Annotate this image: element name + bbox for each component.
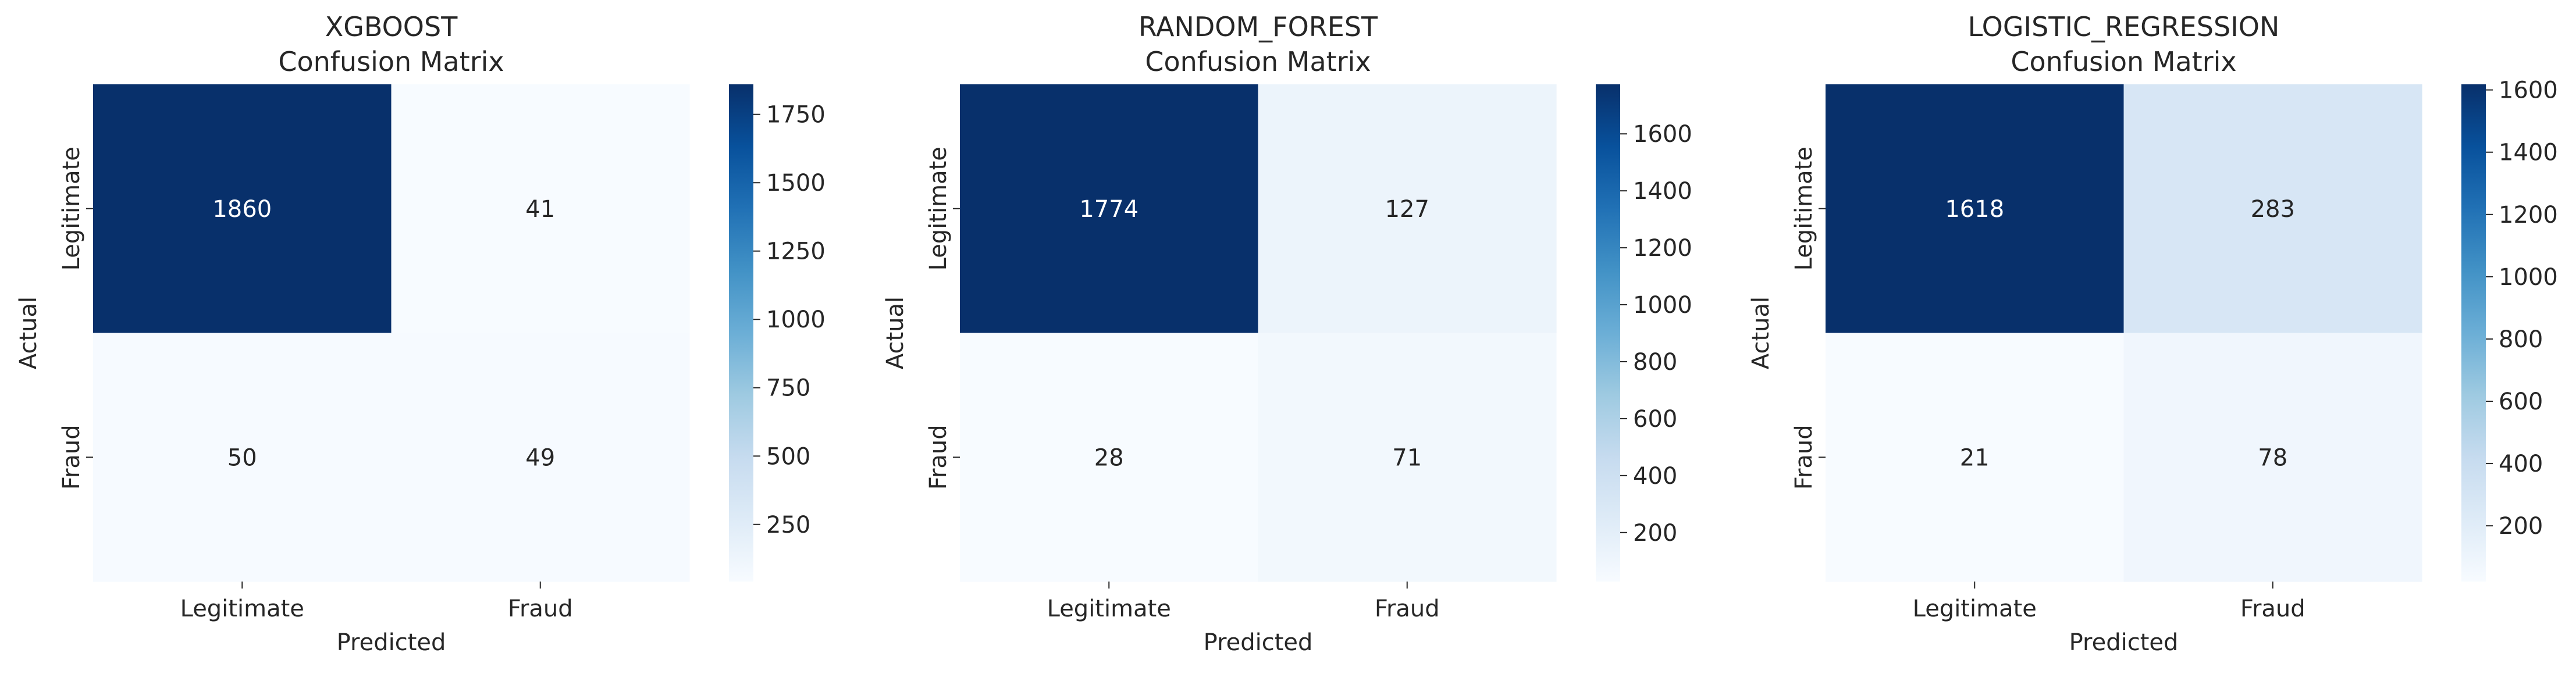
cell-value-label: 41	[525, 196, 555, 223]
confusion-matrix-panel: XGBOOST Confusion Matrix 1860 41 50 49 Legitim…	[15, 11, 826, 656]
colorbar-tick-label: 400	[1633, 463, 1677, 490]
colorbar-tick-label: 1400	[2499, 140, 2558, 166]
x-tick-label: Fraud	[1375, 595, 1440, 622]
colorbar-tick-label: 1200	[1633, 235, 1692, 262]
heatmap-cell	[93, 84, 392, 334]
colorbar-tick-label: 200	[1633, 520, 1677, 547]
y-tick-label: Fraud	[925, 425, 952, 490]
colorbar-tick-label: 600	[1633, 406, 1677, 433]
cell-value-label: 283	[2251, 196, 2295, 223]
colorbar-tick-label: 1000	[766, 306, 826, 333]
cell-value-label: 1618	[1945, 196, 2004, 223]
y-tick-label: Fraud	[58, 425, 85, 490]
y-axis-label: Actual	[882, 297, 909, 369]
heatmap-cell	[2123, 333, 2422, 582]
heatmap-cell	[93, 333, 392, 582]
cell-value-label: 49	[525, 444, 555, 471]
colorbar	[1596, 84, 1620, 582]
cell-value-label: 1774	[1079, 196, 1138, 223]
colorbar-tick-label: 1600	[1633, 121, 1692, 148]
colorbar-tick-label: 200	[2499, 513, 2543, 540]
confusion-matrix-panel: LOGISTIC_REGRESSION Confusion Matrix 1618 2…	[1748, 11, 2558, 656]
heatmap-cell	[960, 84, 1259, 334]
heatmap-cell	[1826, 333, 2125, 582]
heatmap-cell	[2123, 84, 2422, 334]
colorbar-tick-label: 800	[1633, 349, 1677, 376]
x-tick-label: Legitimate	[180, 595, 304, 622]
x-tick-label: Legitimate	[1047, 595, 1171, 622]
x-axis-label: Predicted	[337, 629, 446, 656]
cell-value-label: 21	[1960, 444, 1990, 471]
chart-subtitle: Confusion Matrix	[2011, 46, 2236, 77]
colorbar-tick-label: 600	[2499, 388, 2543, 415]
colorbar-tick-label: 1000	[2499, 264, 2558, 291]
colorbar-tick-label: 1200	[2499, 202, 2558, 229]
chart-title: RANDOM_FOREST	[1138, 11, 1378, 42]
cell-value-label: 71	[1392, 444, 1422, 471]
heatmap-cell	[391, 84, 690, 334]
heatmap-cell	[1258, 333, 1557, 582]
colorbar-tick-label: 1250	[766, 238, 826, 265]
colorbar-tick-label: 1600	[2499, 77, 2558, 104]
chart-title: XGBOOST	[325, 11, 458, 42]
chart-subtitle: Confusion Matrix	[1145, 46, 1371, 77]
colorbar-tick-label: 500	[766, 443, 810, 470]
colorbar-tick-label: 1750	[766, 102, 826, 129]
colorbar-tick-label: 1400	[1633, 178, 1692, 205]
cell-value-label: 78	[2258, 444, 2287, 471]
x-axis-label: Predicted	[1204, 629, 1313, 656]
confusion-matrix-panel: RANDOM_FOREST Confusion Matrix 1774 127 28 71…	[882, 11, 1692, 656]
colorbar-tick-label: 800	[2499, 326, 2543, 353]
chart-subtitle: Confusion Matrix	[278, 46, 504, 77]
heatmap-cell	[1258, 84, 1557, 334]
heatmap-cell	[1826, 84, 2125, 334]
colorbar	[2461, 84, 2486, 582]
cell-value-label: 1860	[212, 196, 272, 223]
chart-title: LOGISTIC_REGRESSION	[1968, 11, 2280, 42]
colorbar-tick-label: 250	[766, 512, 810, 539]
colorbar	[729, 84, 753, 582]
x-tick-label: Fraud	[2240, 595, 2305, 622]
y-axis-label: Actual	[1748, 297, 1774, 369]
colorbar-tick-label: 1000	[1633, 292, 1692, 319]
colorbar-tick-label: 400	[2499, 451, 2543, 477]
cell-value-label: 50	[227, 444, 257, 471]
y-tick-label: Legitimate	[58, 147, 85, 270]
x-axis-label: Predicted	[2069, 629, 2179, 656]
y-tick-label: Fraud	[1791, 425, 1817, 490]
x-tick-label: Legitimate	[1913, 595, 2037, 622]
cell-value-label: 28	[1094, 444, 1124, 471]
colorbar-tick-label: 1500	[766, 170, 826, 197]
x-tick-label: Fraud	[508, 595, 573, 622]
heatmap-cell	[391, 333, 690, 582]
cell-value-label: 127	[1385, 196, 1429, 223]
y-axis-label: Actual	[15, 297, 42, 369]
heatmap-cell	[960, 333, 1259, 582]
y-tick-label: Legitimate	[925, 147, 952, 270]
colorbar-tick-label: 750	[766, 375, 810, 402]
y-tick-label: Legitimate	[1791, 147, 1817, 270]
